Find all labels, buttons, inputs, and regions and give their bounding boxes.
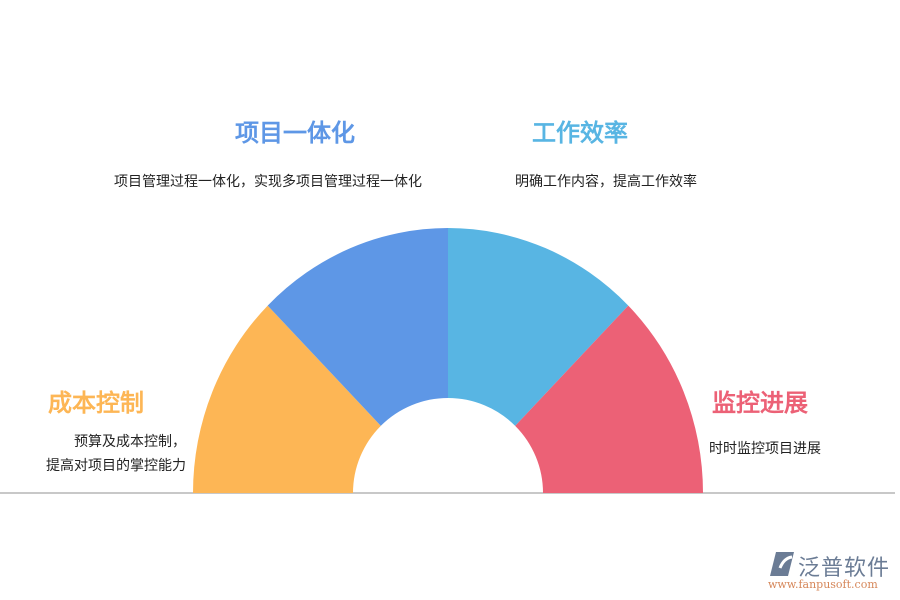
segment-title-integration: 项目一体化 xyxy=(235,119,355,147)
segment-2 xyxy=(448,228,629,426)
segment-desc-cost: 预算及成本控制， 提高对项目的掌控能力 xyxy=(0,430,186,478)
desc-line: 提高对项目的掌控能力 xyxy=(46,458,186,474)
segment-title-efficiency: 工作效率 xyxy=(532,119,628,147)
segment-1 xyxy=(267,228,448,426)
segment-desc-monitoring: 时时监控项目进展 xyxy=(709,441,821,457)
desc-line: 预算及成本控制， xyxy=(74,434,186,450)
logo-icon xyxy=(770,552,794,576)
logo-url: www.fanpusoft.com xyxy=(768,578,878,591)
logo-name: 泛普软件 xyxy=(798,556,891,581)
segment-desc-integration: 项目管理过程一体化，实现多项目管理过程一体化 xyxy=(114,174,422,190)
fanpusoft-logo: 泛普软件 www.fanpusoft.com xyxy=(768,550,898,594)
segment-title-cost: 成本控制 xyxy=(48,389,144,417)
segment-desc-efficiency: 明确工作内容，提高工作效率 xyxy=(515,174,697,190)
segment-3 xyxy=(515,305,704,493)
segment-0 xyxy=(193,305,381,493)
segment-title-monitoring: 监控进展 xyxy=(712,389,808,417)
